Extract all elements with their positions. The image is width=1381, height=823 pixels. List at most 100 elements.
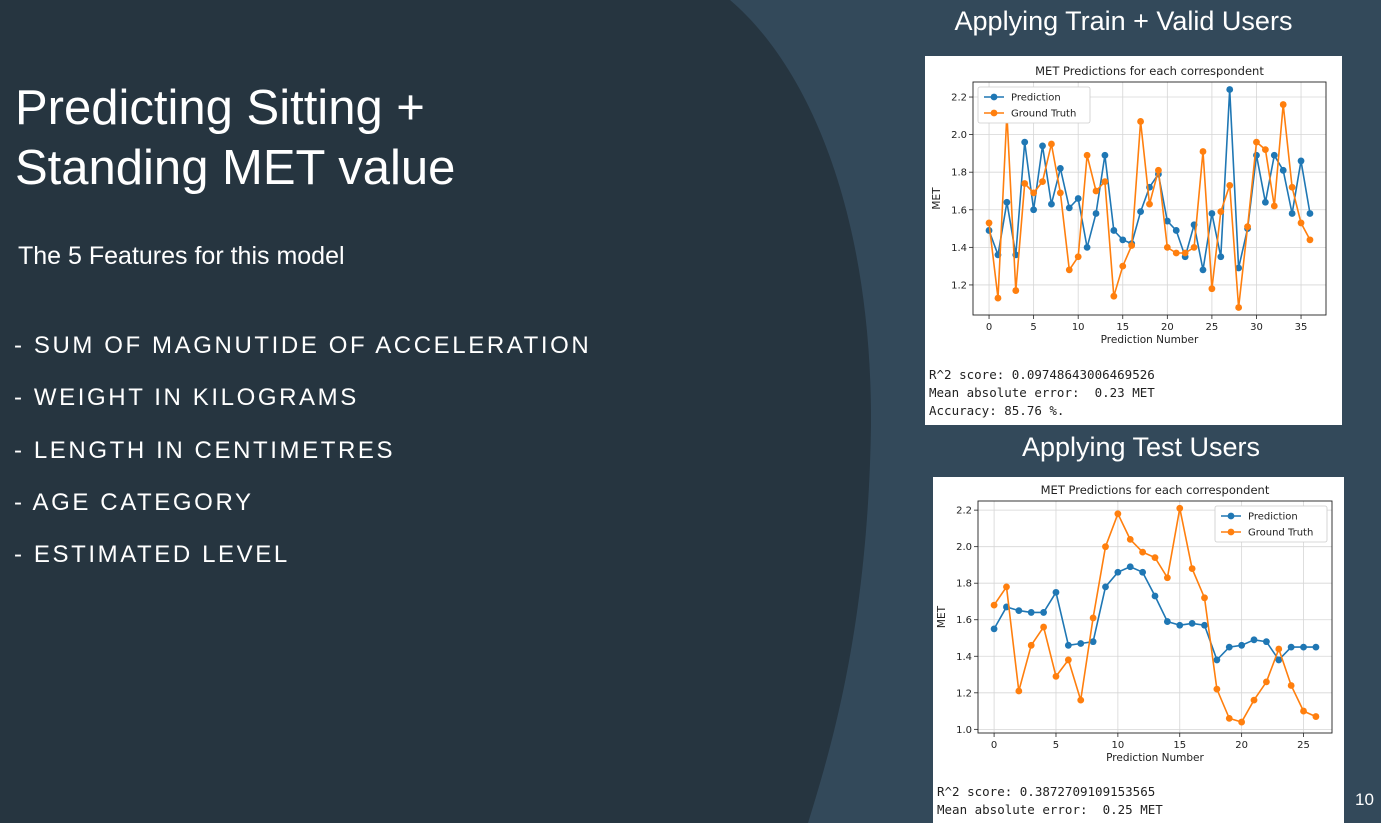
- ground-truth-point: [1040, 623, 1048, 631]
- legend-label: Prediction: [1248, 512, 1298, 523]
- y-tick-label: 1.0: [956, 725, 972, 736]
- x-tick-label: 20: [1161, 322, 1174, 333]
- ground-truth-point: [1225, 714, 1233, 722]
- prediction-point: [1208, 210, 1216, 217]
- ground-truth-point: [1137, 118, 1144, 125]
- prediction-point: [1163, 618, 1171, 625]
- ground-truth-point: [1253, 138, 1260, 146]
- test-heading: Applying Test Users: [1021, 432, 1261, 462]
- ground-truth-point: [1077, 696, 1085, 704]
- y-tick-label: 1.8: [956, 579, 972, 590]
- y-tick-label: 1.8: [951, 168, 967, 179]
- ground-truth-point: [1217, 208, 1225, 216]
- ground-truth-point: [1297, 219, 1305, 227]
- y-tick-label: 1.6: [951, 205, 967, 216]
- prediction-point: [1052, 588, 1060, 596]
- ground-truth-point: [1027, 641, 1035, 649]
- prediction-point: [1003, 198, 1011, 206]
- y-tick-label: 1.6: [956, 615, 972, 626]
- train-valid-chart-card: MET Predictions for each correspondent 0 5…: [925, 56, 1342, 425]
- feature-item: - WEIGHT IN KILOGRAMS: [14, 384, 359, 412]
- ground-truth-point: [1208, 285, 1216, 293]
- slide-title: Predicting Sitting + Standing MET value: [15, 81, 456, 195]
- train-valid-heading: Applying Train + Valid Users: [954, 6, 1293, 36]
- ground-truth-point: [1064, 656, 1072, 664]
- legend-label: Ground Truth: [1011, 109, 1076, 120]
- ground-truth-point: [1181, 249, 1189, 257]
- x-tick-label: 10: [1072, 322, 1085, 333]
- prediction-point: [1172, 227, 1180, 234]
- chart-title: MET Predictions for each correspondent: [1041, 483, 1270, 497]
- ground-truth-point: [990, 601, 998, 609]
- ground-truth-point: [1199, 148, 1207, 155]
- prediction-point: [1176, 621, 1184, 629]
- mae-text: Mean absolute error: 0.25 MET: [937, 802, 1163, 817]
- prediction-point: [1201, 621, 1208, 629]
- x-tick-label: 15: [1116, 322, 1129, 333]
- prediction-point: [1056, 165, 1064, 172]
- ground-truth-point: [1065, 266, 1073, 274]
- y-tick-label: 1.2: [951, 280, 967, 291]
- ground-truth-point: [1300, 707, 1307, 715]
- chart-title: MET Predictions for each correspondent: [1035, 64, 1264, 78]
- legend-box: [977, 86, 1091, 124]
- ground-truth-point: [1083, 151, 1091, 159]
- ground-truth-point: [1119, 262, 1127, 270]
- ground-truth-point: [1235, 304, 1243, 311]
- prediction-point: [1110, 227, 1118, 234]
- prediction-point: [1039, 142, 1046, 150]
- prediction-point: [1030, 206, 1038, 214]
- prediction-point: [1261, 198, 1269, 206]
- ground-truth-point: [1244, 223, 1251, 231]
- ground-truth-point: [1172, 249, 1180, 257]
- ground-truth-point: [1163, 243, 1171, 251]
- slide-subtitle: The 5 Features for this model: [18, 242, 345, 270]
- ground-truth-point: [1089, 614, 1097, 622]
- prediction-point: [1083, 243, 1091, 251]
- prediction-point: [1275, 656, 1283, 664]
- y-axis-label: MET: [936, 605, 948, 628]
- feature-item: - LENGTH IN CENTIMETRES: [14, 436, 396, 464]
- test-chart: MET Predictions for each correspondent 0 5…: [936, 483, 1333, 764]
- prediction-point: [1226, 86, 1234, 93]
- feature-item: - ESTIMATED LEVEL: [14, 541, 290, 569]
- y-tick-label: 1.4: [951, 243, 967, 254]
- page-number: 10: [1355, 790, 1374, 809]
- y-axis-label: MET: [931, 187, 943, 210]
- x-tick-label: 15: [1173, 740, 1186, 751]
- ground-truth-point: [994, 294, 1002, 302]
- r2-score-text: R^2 score: 0.3872709109153565: [937, 784, 1156, 799]
- ground-truth-point: [1102, 543, 1109, 551]
- ground-truth-point: [1201, 594, 1208, 602]
- prediction-point: [1225, 643, 1233, 651]
- legend-label: Prediction: [1011, 93, 1061, 104]
- plot-frame: [977, 500, 1333, 734]
- ground-truth-point: [1188, 565, 1196, 572]
- x-axis-label: Prediction Number: [1101, 334, 1199, 346]
- r2-score-text: R^2 score: 0.09748643006469526: [929, 367, 1155, 382]
- prediction-point: [1021, 138, 1029, 146]
- ground-truth-point: [1238, 718, 1246, 726]
- prediction-point: [990, 625, 998, 633]
- ground-truth-point: [1151, 554, 1159, 562]
- ground-truth-point: [1056, 189, 1064, 197]
- test-stats: R^2 score: 0.3872709109153565 Mean absol…: [937, 783, 1163, 819]
- y-tick-label: 2.2: [951, 93, 967, 104]
- prediction-point: [1015, 607, 1023, 615]
- y-tick-label: 2.2: [956, 506, 972, 517]
- ground-truth-point: [1262, 678, 1270, 686]
- ground-truth-point: [1155, 166, 1162, 174]
- legend-marker: [1227, 512, 1235, 520]
- x-tick-label: 5: [1053, 740, 1059, 751]
- ground-truth-point: [1139, 548, 1147, 556]
- ground-truth-point: [1270, 202, 1278, 210]
- x-tick-label: 5: [1030, 322, 1036, 333]
- plot-frame: [972, 81, 1327, 316]
- prediction-point: [1188, 619, 1196, 627]
- ground-truth-point: [1052, 672, 1060, 680]
- ground-truth-point: [1048, 140, 1055, 148]
- prediction-point: [1288, 210, 1296, 217]
- prediction-point: [1312, 643, 1320, 651]
- legend-marker: [1227, 528, 1235, 536]
